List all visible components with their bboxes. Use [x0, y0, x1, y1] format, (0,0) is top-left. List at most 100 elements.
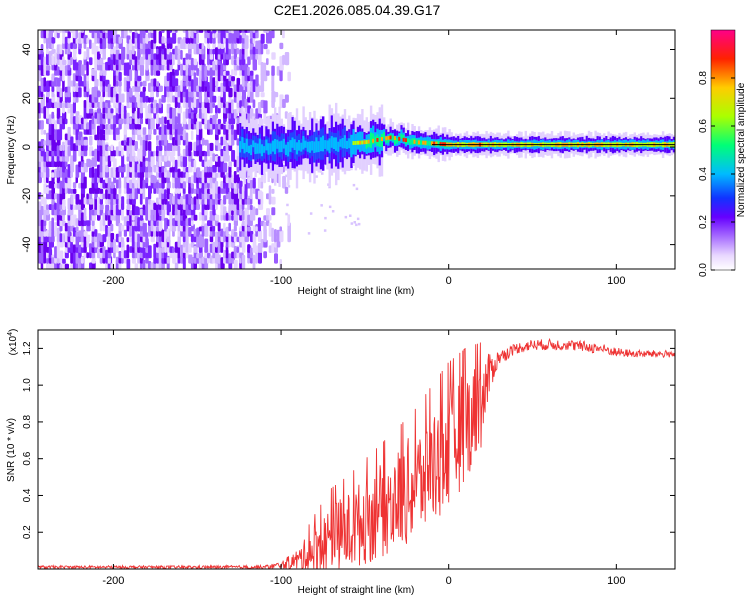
spectrogram-cell: [198, 144, 203, 157]
spectrogram-cell: [263, 228, 267, 243]
spectrogram-cell: [107, 30, 111, 39]
spectrogram-cell: [166, 257, 171, 264]
snr-ticks: -200 -100 0 100 0.2 0.4 0.6 0.8 1.0 1.2: [22, 330, 675, 587]
spectrogram-cell: [223, 124, 227, 135]
spectrogram-cell: [113, 150, 117, 157]
spectrogram-cell: [129, 69, 133, 82]
spectrogram-cell: [134, 263, 139, 269]
spectrogram-cell: [190, 183, 194, 189]
spectrogram-cell: [164, 132, 168, 146]
spectrogram-cell: [51, 37, 56, 44]
spectrogram-cell: [148, 134, 152, 141]
spectrogram-cell: [172, 247, 175, 253]
spectrogram-cell: [212, 30, 217, 33]
spectrogram-cell: [287, 214, 291, 226]
spectrogram-cell: [158, 31, 162, 44]
spectrogram-cell: [320, 204, 323, 207]
spectrogram-cell: [328, 138, 331, 154]
spectrogram-cell: [196, 43, 200, 55]
spectrogram-cell: [110, 232, 115, 243]
spectrogram-cell: [215, 112, 218, 119]
spectrogram-cell: [356, 217, 360, 221]
spectrogram-cell: [249, 230, 254, 243]
spectrogram-cell: [177, 145, 181, 151]
spectrogram-cell: [220, 155, 224, 162]
spectrogram-cell: [228, 74, 232, 82]
spectrogram-cell: [164, 37, 167, 44]
spectrogram-cell: [70, 241, 73, 248]
spectrogram-cell: [308, 141, 312, 153]
colorbar-tick-label: 0.2: [698, 215, 709, 229]
spectrogram-cell: [217, 239, 221, 253]
spectrogram-cell: [225, 226, 229, 237]
spectrogram-cell: [142, 91, 146, 103]
spectrogram-cell: [353, 221, 356, 224]
spectrogram-cell: [153, 206, 157, 221]
spectrogram-cell: [131, 102, 135, 108]
spectrogram-cell: [174, 116, 178, 130]
spectrogram-cell: [91, 30, 95, 33]
spectrogram-cell: [212, 153, 216, 162]
spectrogram-cell: [413, 139, 416, 144]
spectrogram-cell: [271, 79, 275, 92]
spectrogram-cell: [62, 258, 66, 264]
spectrogram-cell: [323, 229, 327, 232]
spectrogram-cell: [56, 107, 61, 119]
spectrogram-cell: [337, 141, 340, 152]
spectrogram-cell: [102, 193, 106, 200]
spectrogram-cell: [83, 197, 87, 205]
spectrogram-cell: [59, 117, 63, 125]
spectrogram-cell: [113, 30, 117, 33]
spectrogram-cell: [158, 127, 163, 135]
spectrogram-cell: [185, 235, 189, 248]
spectrogram-cell: [295, 142, 299, 155]
spectrogram-cell: [276, 66, 280, 76]
spectrogram-cell: [196, 33, 199, 44]
spectrogram-cell: [263, 215, 267, 221]
spectrogram-cell: [150, 39, 154, 49]
spectrogram-cell: [255, 74, 259, 87]
spectrogram-cell: [215, 105, 218, 114]
spectrogram-cell: [94, 229, 98, 237]
spectrogram-cell: [433, 141, 436, 146]
spectrogram-cell: [123, 112, 127, 119]
spectrogram-cell: [166, 72, 170, 82]
spectrogram-cell: [231, 99, 234, 114]
spectrogram-cell: [236, 48, 239, 55]
spectrogram-cell: [201, 43, 205, 49]
spectrogram-cell: [102, 30, 106, 33]
spectrogram-cell: [190, 233, 194, 243]
spectrogram-cell: [137, 130, 142, 135]
spectrogram-cell: [263, 44, 268, 50]
spectrogram-cell: [255, 226, 258, 232]
spectrogram-cell: [46, 132, 50, 146]
spectrogram-cell: [38, 120, 42, 130]
spectrogram-cell: [376, 138, 379, 142]
spectrogram-cell: [123, 77, 127, 87]
spectrogram-cell: [239, 30, 243, 33]
spectrogram-cell: [255, 40, 259, 49]
spectrogram-cell: [169, 90, 173, 103]
spectrogram-cell: [118, 101, 122, 114]
spectrogram-cell: [188, 117, 192, 130]
spectrogram-cell: [198, 121, 202, 130]
spectrogram-cell: [166, 60, 170, 66]
spectrogram-cell: [279, 42, 284, 50]
spectrogram-cell: [282, 175, 287, 184]
spectrogram-cell: [118, 88, 122, 103]
spectrogram-cell: [352, 183, 356, 187]
spectrogram-cell: [391, 135, 395, 141]
spectrogram-cell: [198, 70, 203, 76]
spectrogram-cell: [129, 137, 132, 146]
spectrogram-cell: [204, 165, 208, 173]
spectrogram-cell: [137, 148, 141, 162]
spectrogram-cell: [204, 223, 209, 237]
spectrogram-cell: [233, 231, 238, 237]
spectrogram-cell: [193, 228, 197, 237]
spectrogram-cell: [156, 197, 159, 205]
spectrogram-cell: [156, 48, 159, 55]
spectrogram-cell: [204, 151, 208, 157]
spectrogram-cell: [220, 63, 224, 76]
spectrogram-cell: [239, 193, 243, 200]
spectrogram-cell: [268, 214, 272, 221]
